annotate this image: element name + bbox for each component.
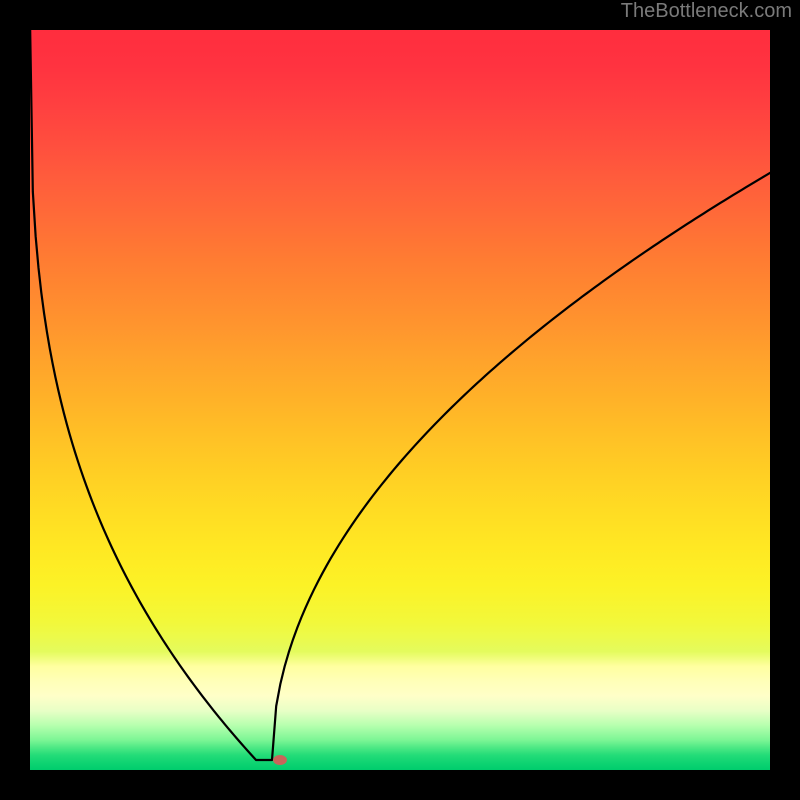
bottleneck-chart xyxy=(0,0,800,800)
chart-container: TheBottleneck.com xyxy=(0,0,800,800)
attribution-watermark: TheBottleneck.com xyxy=(621,0,792,23)
optimum-marker xyxy=(273,755,287,765)
plot-background xyxy=(30,30,770,770)
